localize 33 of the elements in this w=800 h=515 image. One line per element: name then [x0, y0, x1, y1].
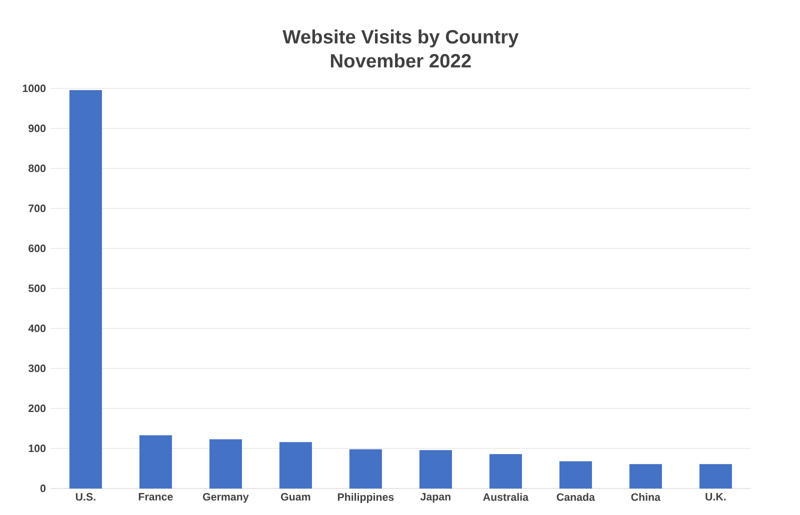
- x-tick-label: Germany: [202, 493, 249, 503]
- y-tick-label: 500: [28, 284, 46, 292]
- bar: [489, 454, 522, 489]
- y-tick-label: 900: [28, 124, 46, 132]
- y-tick-label: 600: [28, 244, 46, 252]
- y-tick-label: 300: [28, 364, 46, 372]
- y-tick-label: 800: [28, 164, 46, 172]
- x-tick-label: U.S.: [76, 493, 96, 501]
- bar: [419, 450, 452, 489]
- x-tick-label: U.K.: [706, 493, 726, 500]
- bar: [209, 439, 242, 489]
- chart-subtitle: November 2022: [330, 54, 471, 68]
- x-tick-label: France: [138, 493, 173, 500]
- bar: [559, 461, 592, 489]
- x-tick-label: Australia: [483, 493, 529, 501]
- y-tick-label: 700: [28, 204, 46, 212]
- x-tick-label: Canada: [556, 493, 595, 501]
- bar: [139, 435, 172, 489]
- chart-title: Website Visits by Country: [282, 30, 519, 48]
- bar: [349, 449, 382, 489]
- bar: [69, 90, 102, 489]
- x-tick-label: Japan: [420, 493, 450, 503]
- bar: [629, 464, 662, 489]
- bar: [699, 464, 732, 489]
- y-tick-label: 200: [28, 404, 46, 412]
- x-tick-label: Guam: [280, 493, 310, 501]
- bar: [279, 442, 312, 489]
- x-tick-label: China: [631, 493, 661, 501]
- x-tick-label: Philippines: [338, 493, 394, 503]
- y-tick-label: 0: [40, 484, 46, 492]
- y-tick-label: 1000: [22, 84, 46, 92]
- y-tick-label: 400: [28, 324, 46, 332]
- y-tick-label: 100: [28, 444, 46, 452]
